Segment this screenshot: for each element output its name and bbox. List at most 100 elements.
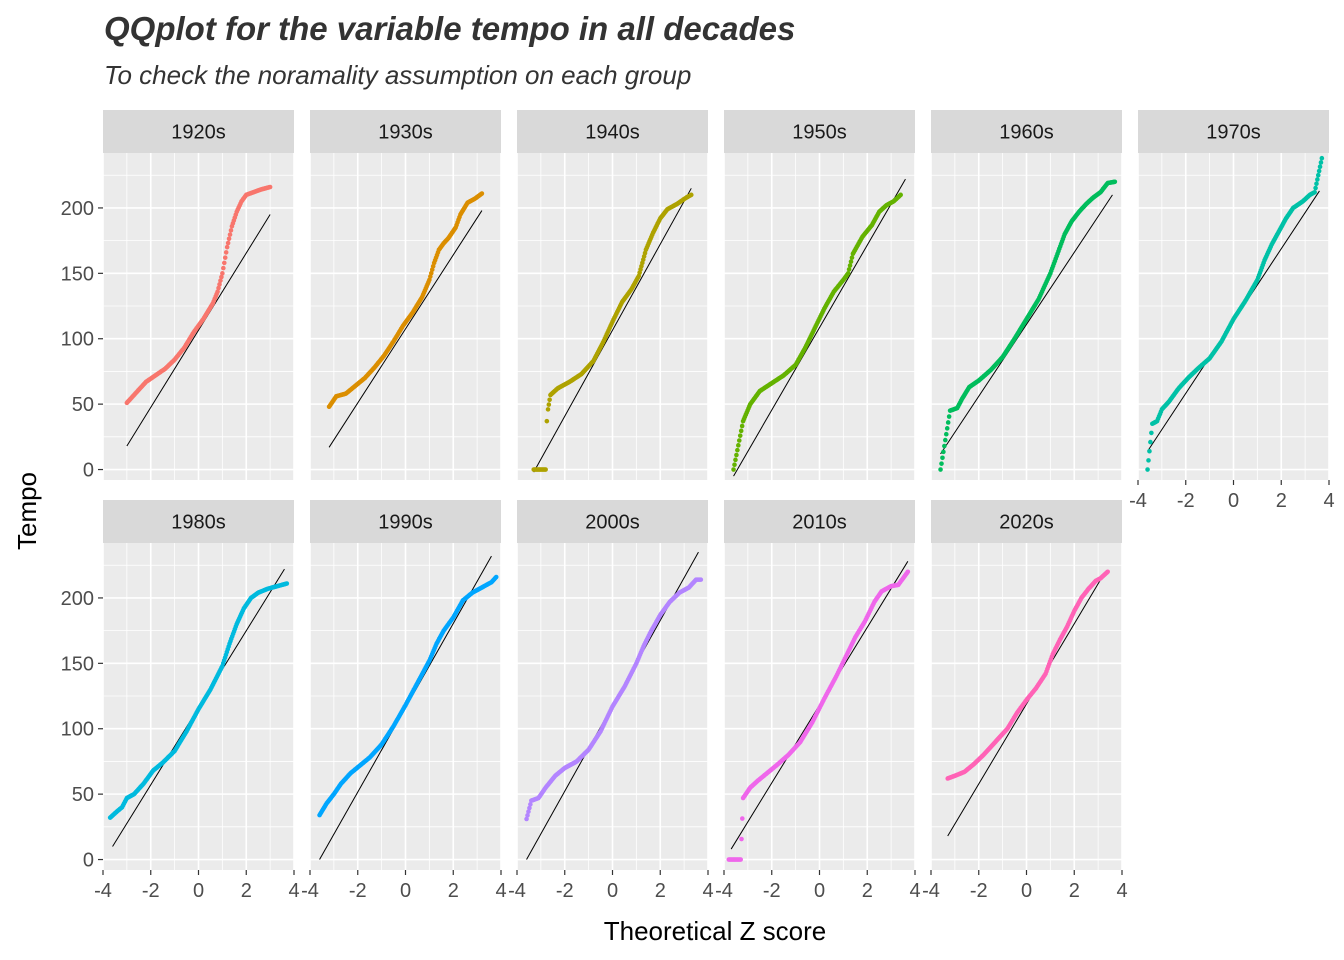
qq-point: [740, 816, 745, 821]
x-tick-label: -2: [142, 880, 160, 902]
qq-point: [228, 228, 234, 233]
qq-point: [944, 426, 950, 431]
qq-point: [528, 802, 533, 807]
qq-point: [1105, 569, 1110, 575]
facet-strip: [931, 500, 1122, 543]
x-tick-label: -4: [508, 880, 526, 902]
qq-point: [738, 428, 744, 434]
facet-1930s: 1930s: [309, 110, 502, 480]
qq-point: [1112, 179, 1118, 185]
x-tick-label: -2: [1177, 490, 1195, 512]
facet-1950s: 1950s: [723, 110, 916, 480]
qq-point: [222, 255, 228, 260]
qq-point: [1312, 189, 1317, 195]
y-tick-label: 150: [61, 263, 94, 285]
qq-point: [1149, 430, 1154, 436]
facet-2020s: 2020s -4 -2 0 2 4: [922, 500, 1128, 902]
qq-point: [220, 271, 225, 276]
qq-reference-line: [328, 210, 483, 448]
y-axis-label: Tempo: [12, 472, 42, 550]
facet-2010s: 2010s -4 -2 0 2 4: [715, 500, 921, 902]
qq-point: [525, 813, 530, 818]
chart-title: QQplot for the variable tempo in all dec…: [104, 10, 796, 47]
qq-point: [733, 457, 738, 463]
qq-point: [1317, 164, 1323, 170]
x-tick-label: 0: [1228, 490, 1239, 512]
qq-point: [493, 574, 499, 580]
y-tick-label: 100: [61, 329, 94, 351]
qq-point: [227, 232, 233, 237]
facet-strip-label: 2020s: [999, 512, 1054, 534]
qq-point: [218, 278, 223, 283]
facet-strip-label: 1990s: [378, 512, 433, 534]
qq-point: [848, 259, 854, 264]
facet-strip-label: 1960s: [999, 122, 1054, 144]
qq-point: [732, 462, 737, 467]
qq-point: [1319, 155, 1325, 161]
qq-point: [226, 236, 232, 242]
facet-strip: [931, 110, 1122, 153]
facet-strip-label: 1930s: [378, 122, 433, 144]
facet-strip-label: 1940s: [585, 122, 640, 144]
qq-point: [221, 260, 227, 266]
qq-point: [945, 420, 951, 425]
x-tick-label: 2: [1069, 880, 1080, 902]
qq-reference-line: [533, 188, 692, 473]
x-tick-label: -4: [94, 880, 112, 902]
facet-strip: [310, 110, 501, 153]
qq-point: [849, 255, 855, 260]
qq-point: [223, 250, 229, 255]
qq-point: [217, 282, 222, 287]
qq-reference-line: [126, 214, 271, 447]
qq-point: [698, 577, 704, 582]
qq-point: [284, 581, 290, 586]
y-tick-label: 150: [61, 653, 94, 675]
qq-point: [734, 452, 739, 458]
x-tick-label: 4: [1116, 880, 1127, 902]
x-tick-label: 4: [702, 880, 713, 902]
qq-point: [846, 267, 852, 272]
qq-point: [688, 192, 694, 198]
y-tick-label: 100: [61, 719, 94, 741]
x-tick-label: 4: [288, 880, 299, 902]
qq-point: [527, 805, 532, 811]
qq-point: [1145, 467, 1150, 472]
x-tick-label: -4: [301, 880, 319, 902]
x-tick-label: 4: [495, 880, 506, 902]
qq-point: [479, 191, 485, 196]
qq-point: [736, 438, 742, 443]
facet-1920s: 1920s 0 50 100 150 200: [61, 110, 295, 482]
x-tick-label: 0: [607, 880, 618, 902]
facet-1940s: 1940s: [516, 110, 709, 480]
qq-point: [543, 467, 548, 472]
qq-point: [1315, 177, 1320, 182]
facet-strip-label: 1980s: [171, 512, 226, 534]
qq-point: [737, 433, 743, 438]
x-tick-label: 2: [1276, 490, 1287, 512]
facet-strip: [103, 110, 294, 153]
y-tick-label: 200: [61, 588, 94, 610]
qq-point: [943, 437, 948, 443]
qq-point: [544, 418, 550, 424]
facet-strip: [517, 500, 708, 543]
qq-point: [739, 423, 745, 429]
qq-point: [905, 569, 911, 575]
facet-strip: [1138, 110, 1329, 153]
y-tick-label: 0: [83, 460, 94, 482]
chart-subtitle: To check the noramality assumption on ea…: [104, 60, 692, 90]
qq-point: [1314, 181, 1319, 187]
x-tick-label: -2: [556, 880, 574, 902]
qq-point: [941, 449, 946, 455]
facet-strip: [103, 500, 294, 543]
x-tick-label: -4: [922, 880, 940, 902]
qq-point: [942, 443, 947, 449]
x-tick-label: 2: [241, 880, 252, 902]
qq-point: [847, 263, 853, 268]
qq-point: [943, 431, 949, 437]
x-tick-label: 2: [862, 880, 873, 902]
qq-point: [1146, 458, 1151, 463]
x-tick-label: 0: [1021, 880, 1032, 902]
y-tick-label: 200: [61, 198, 94, 220]
